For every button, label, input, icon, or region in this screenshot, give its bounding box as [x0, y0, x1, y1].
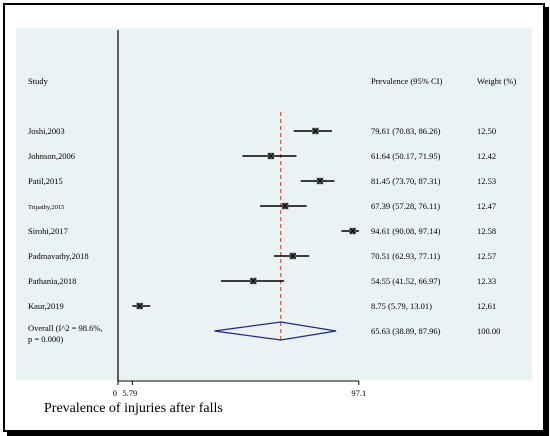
- plot-background: [16, 28, 532, 380]
- prevalence-header: Prevalence (95% CI): [371, 76, 442, 86]
- study-weight: 12.57: [477, 251, 496, 261]
- point-estimate-marker: [317, 178, 323, 184]
- point-estimate-marker: [290, 253, 296, 259]
- study-label: Patil,2015: [28, 176, 63, 186]
- weight-header: Weight (%): [477, 76, 516, 86]
- study-weight: 12.42: [477, 151, 496, 161]
- study-ci-text: 61.64 (50.17, 71.95): [371, 151, 441, 161]
- study-weight: 12.47: [477, 201, 496, 211]
- study-ci-text: 8.75 (5.79, 13.01): [371, 301, 432, 311]
- study-ci-text: 94.61 (90.08, 97.14): [371, 226, 441, 236]
- x-axis-title: Prevalence of injuries after falls: [44, 401, 223, 416]
- study-label: Johnson,2006: [28, 151, 75, 161]
- study-ci-text: 79.61 (70.83, 86.26): [371, 126, 441, 136]
- point-estimate-marker: [250, 278, 257, 284]
- x-tick-label: 0: [113, 388, 117, 398]
- point-estimate-marker: [136, 303, 143, 309]
- study-weight: 12.58: [477, 226, 496, 236]
- point-estimate-marker: [349, 228, 356, 234]
- study-ci-text: 67.39 (57.28, 76.11): [371, 201, 440, 211]
- overall-weight: 100.00: [477, 326, 500, 336]
- point-estimate-marker: [282, 203, 288, 209]
- study-weight: 12.61: [477, 301, 496, 311]
- study-ci-text: 81.45 (73.70, 87.31): [371, 176, 441, 186]
- study-weight: 12.53: [477, 176, 496, 186]
- study-label: Sirohi,2017: [28, 226, 68, 236]
- overall-label-pvalue: p = 0.000): [28, 334, 63, 344]
- point-estimate-marker: [268, 153, 274, 159]
- study-header: Study: [28, 76, 49, 86]
- point-estimate-marker: [312, 128, 319, 134]
- study-label: Joshi,2003: [28, 126, 65, 136]
- x-tick-label: 5.79: [122, 388, 137, 398]
- study-weight: 12.50: [477, 126, 496, 136]
- x-tick-label: 97.1: [351, 388, 366, 398]
- study-weight: 12.33: [477, 276, 496, 286]
- study-label: Kaur,2019: [28, 301, 64, 311]
- study-ci-text: 54.55 (41.52, 66.97): [371, 276, 441, 286]
- study-ci-text: 70.51 (62.93, 77.11): [371, 251, 440, 261]
- overall-label: Overall (I^2 = 98.6%,: [28, 323, 103, 333]
- overall-ci-text: 65.63 (38.89, 87.96): [371, 326, 441, 336]
- overall-diamond: [214, 321, 337, 341]
- study-label: Pathania,2018: [28, 276, 76, 286]
- study-label: Padmavathy,2018: [28, 251, 89, 261]
- study-label: Tripathy,2015: [28, 204, 64, 211]
